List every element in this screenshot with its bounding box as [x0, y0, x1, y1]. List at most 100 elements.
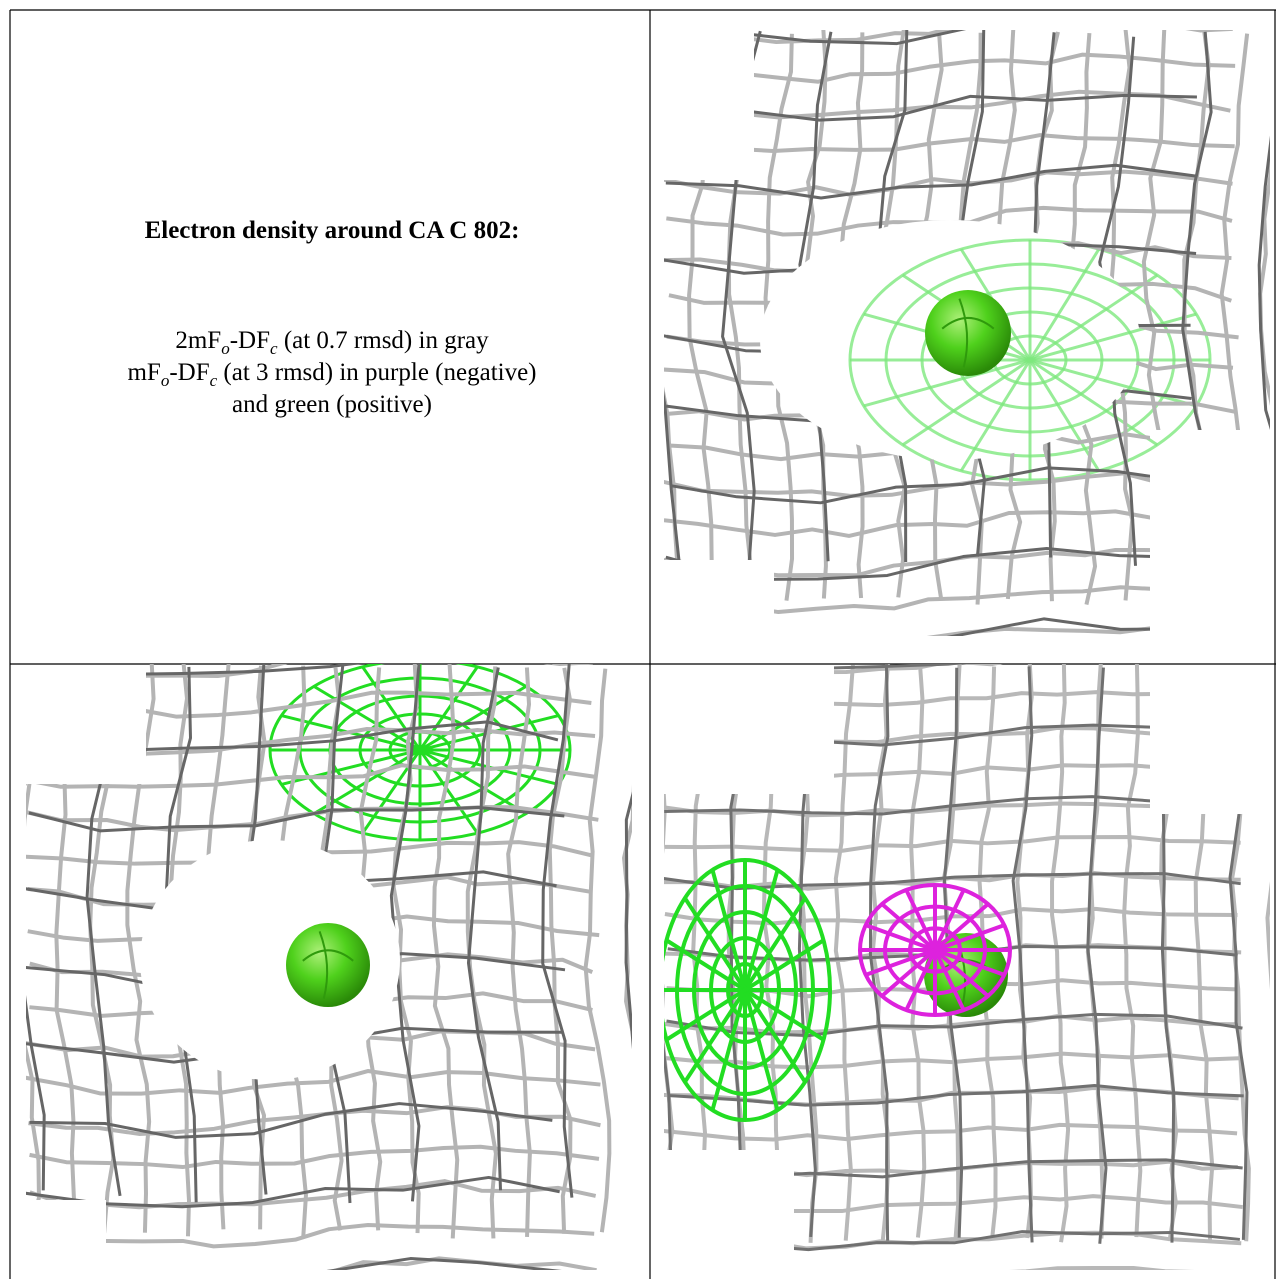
mesh-line: [1181, 31, 1216, 562]
mesh-line: [797, 664, 822, 1238]
mesh-line: [686, 30, 967, 46]
legend-text: -DF: [169, 359, 209, 386]
mesh-line: [431, 664, 460, 1239]
mesh-line: [865, 923, 1005, 977]
density-panel-2: [26, 664, 632, 1270]
mesh-line: [28, 1105, 601, 1136]
atom-highlight: [302, 931, 354, 999]
atom-highlight: [941, 298, 995, 368]
mesh-line: [665, 547, 1196, 581]
mesh-line: [125, 664, 156, 1233]
mesh-line: [664, 1230, 1241, 1252]
mesh-line: [763, 33, 795, 601]
mesh-line: [664, 30, 1233, 45]
density-panel-1: [664, 30, 1270, 636]
mesh-line: [583, 668, 612, 1233]
mesh-line: [665, 93, 1197, 122]
mesh-line: [1257, 135, 1270, 431]
mesh-line: [1265, 881, 1270, 990]
text-cell: Electron density around CA C 802: 2mFo-D…: [127, 217, 536, 418]
mesh-line: [664, 1122, 1238, 1142]
mesh-line: [26, 870, 557, 914]
calcium-atom: [286, 923, 370, 1007]
mesh-line: [466, 667, 503, 1191]
mesh-line: [277, 665, 308, 1238]
mesh-line: [1050, 664, 1071, 1243]
mesh-line: [26, 1026, 564, 1064]
mesh-line: [667, 585, 1238, 615]
mesh-line: [162, 666, 198, 1203]
mesh-line: [798, 31, 833, 562]
mesh-line: [666, 617, 1196, 636]
mesh-line: [541, 664, 574, 1198]
mesh-line: [85, 664, 122, 1197]
table-frame: [9, 9, 1276, 1279]
mesh-line: [664, 241, 1232, 275]
mesh-line: [199, 664, 231, 1230]
mesh-line: [914, 34, 944, 598]
mesh-line: [666, 1012, 1243, 1038]
mesh-line: [876, 30, 909, 563]
mesh-line: [665, 725, 1243, 746]
subscript: c: [270, 339, 278, 358]
mesh-line: [26, 840, 592, 866]
figure-title: Electron density around CA C 802:: [145, 217, 520, 244]
mesh-line: [667, 1158, 1243, 1180]
legend-line: 2mFo-DFc (at 0.7 rmsd) in gray: [175, 327, 489, 358]
mesh-line: [687, 33, 714, 602]
mesh-line: [26, 763, 595, 789]
mesh-line: [664, 169, 1233, 197]
mesh-line: [26, 664, 553, 677]
legend-line: mFo-DFc (at 3 rmsd) in purple (negative): [127, 359, 536, 390]
mesh-line: [665, 163, 1196, 200]
mesh-line: [664, 1014, 1238, 1035]
legend-text: 2mF: [175, 327, 221, 354]
mesh-line: [26, 1175, 560, 1209]
mesh-line: [1122, 664, 1143, 1238]
mesh-line: [1069, 32, 1098, 606]
mesh-line: [26, 664, 593, 678]
mesh-line: [1009, 1266, 1195, 1270]
mesh-line: [29, 991, 593, 1021]
mesh-line: [26, 720, 559, 753]
mesh-line: [29, 727, 596, 756]
mesh-line: [726, 34, 753, 597]
legend-text: and green (positive): [232, 391, 432, 418]
mesh-line: [1258, 147, 1270, 406]
mesh-line: [729, 664, 748, 1237]
mesh-line: [664, 242, 1197, 275]
mesh-line: [1108, 30, 1135, 601]
mesh-line: [1098, 36, 1138, 566]
mesh-line: [622, 784, 632, 1039]
mesh-line: [667, 133, 1235, 155]
mesh-line: [27, 875, 592, 907]
mesh-line: [26, 690, 592, 719]
legend-text: (at 3 rmsd) in purple (negative): [217, 359, 536, 386]
mesh-line: [664, 509, 1238, 538]
mesh-line: [799, 30, 828, 599]
mesh-line: [664, 795, 1238, 816]
density-panel-3: [664, 664, 1270, 1270]
mesh-line: [667, 664, 964, 671]
subscript: o: [221, 339, 230, 358]
mesh-line: [29, 1102, 553, 1139]
mesh: [26, 664, 632, 1270]
mesh-line: [241, 665, 267, 1230]
mesh-line: [664, 1194, 1243, 1214]
mesh-line: [875, 30, 907, 598]
mesh-line: [1032, 32, 1056, 558]
mesh-line: [670, 466, 1200, 505]
mesh-line: [326, 1257, 562, 1270]
mesh-line: [326, 1256, 597, 1270]
legend-text: (at 0.7 rmsd) in gray: [278, 327, 490, 354]
mesh-line: [1141, 30, 1173, 604]
legend-line: and green (positive): [232, 391, 432, 418]
subscript: o: [161, 371, 170, 390]
mesh-line: [1228, 664, 1249, 1240]
mesh-line: [26, 664, 46, 1191]
mesh-line: [668, 279, 1232, 313]
mesh-line: [667, 1083, 1244, 1107]
mesh-line: [664, 36, 682, 567]
